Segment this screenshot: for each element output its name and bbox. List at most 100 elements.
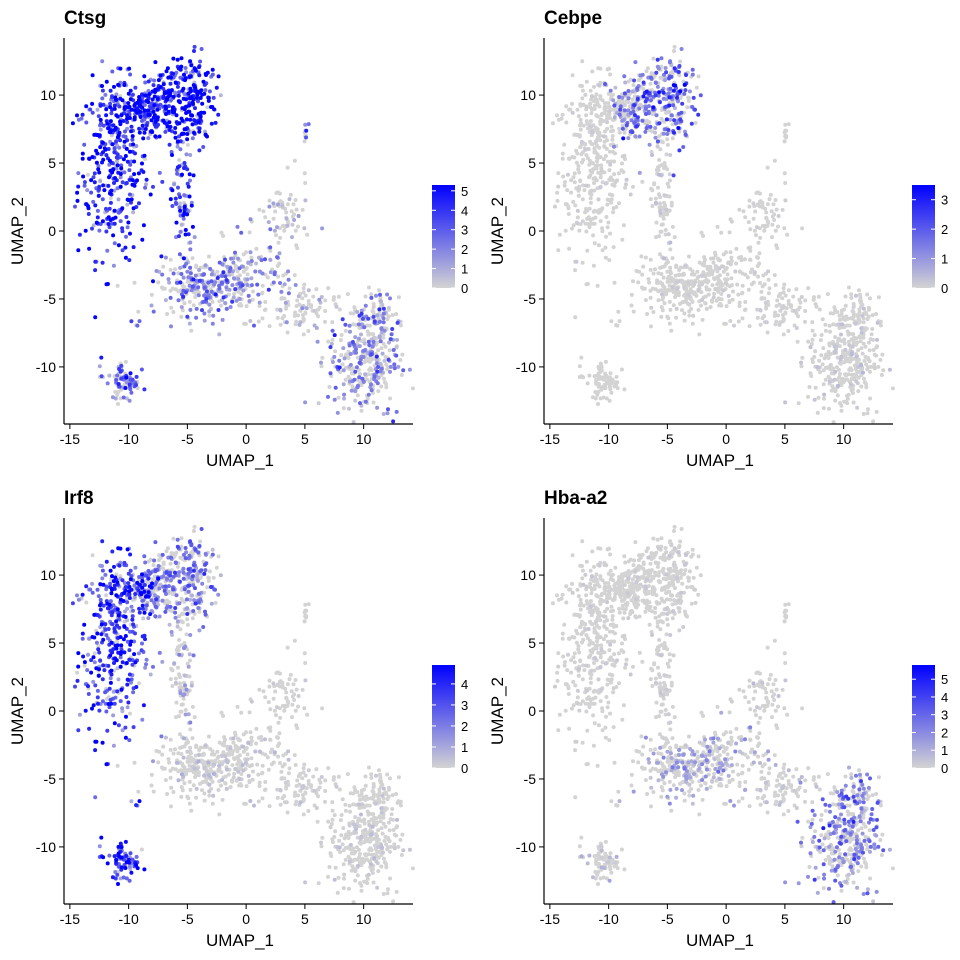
cell-point bbox=[602, 144, 607, 149]
cell-point bbox=[173, 676, 178, 681]
cell-point bbox=[124, 181, 129, 185]
cell-point bbox=[671, 83, 676, 88]
cell-point bbox=[803, 298, 808, 303]
cell-point bbox=[764, 320, 769, 325]
cell-point bbox=[267, 324, 272, 329]
cell-point bbox=[320, 355, 325, 360]
cell-point bbox=[705, 264, 710, 269]
cell-point bbox=[662, 286, 667, 291]
cell-point bbox=[595, 159, 599, 164]
cell-point bbox=[814, 304, 819, 309]
cell-point bbox=[248, 217, 253, 222]
cell-point bbox=[561, 174, 566, 179]
cell-point bbox=[343, 328, 348, 333]
cell-point bbox=[256, 319, 261, 324]
cell-point bbox=[721, 264, 726, 269]
cell-point bbox=[379, 366, 384, 371]
cell-point bbox=[640, 272, 645, 277]
cell-point bbox=[746, 246, 751, 250]
colorbar-tick-label: 1 bbox=[461, 262, 468, 277]
cell-point bbox=[632, 120, 637, 125]
cell-point bbox=[689, 279, 694, 284]
cell-point bbox=[731, 289, 735, 294]
cell-point bbox=[584, 153, 589, 158]
cell-point bbox=[850, 309, 855, 314]
cell-point bbox=[282, 794, 287, 798]
cell-point bbox=[130, 178, 135, 183]
cell-point bbox=[210, 72, 215, 77]
cell-point bbox=[595, 392, 600, 397]
cell-point bbox=[90, 553, 95, 558]
cell-point bbox=[643, 129, 648, 134]
cell-point bbox=[133, 101, 138, 106]
cell-point bbox=[378, 361, 383, 366]
cell-point bbox=[355, 355, 360, 360]
cell-point bbox=[207, 302, 212, 307]
cell-point bbox=[612, 144, 616, 149]
cell-point bbox=[626, 89, 631, 93]
cell-point bbox=[245, 283, 250, 287]
cell-point bbox=[662, 301, 667, 306]
cell-point bbox=[593, 150, 598, 155]
cell-point bbox=[203, 263, 208, 268]
cell-point bbox=[695, 269, 700, 274]
cell-point bbox=[189, 203, 194, 208]
cell-point bbox=[101, 157, 106, 162]
cell-point bbox=[328, 825, 333, 830]
cell-point bbox=[370, 309, 375, 314]
cell-point bbox=[334, 784, 339, 789]
cell-point bbox=[662, 161, 667, 165]
cell-point bbox=[337, 787, 342, 792]
cell-point bbox=[839, 408, 844, 413]
cell-point bbox=[378, 780, 383, 785]
cell-point bbox=[329, 341, 334, 346]
cell-point bbox=[626, 136, 631, 141]
cell-point bbox=[766, 277, 771, 282]
cell-point bbox=[765, 330, 770, 335]
cell-point bbox=[366, 332, 371, 337]
cell-point bbox=[286, 269, 291, 274]
cell-point bbox=[284, 210, 289, 215]
cell-point bbox=[95, 107, 100, 112]
cell-point bbox=[717, 273, 722, 278]
cell-point bbox=[581, 123, 586, 128]
cell-point bbox=[348, 362, 353, 367]
cell-point bbox=[105, 282, 110, 286]
cell-point bbox=[631, 184, 635, 189]
cell-point bbox=[154, 749, 159, 753]
cell-point bbox=[371, 819, 376, 824]
cell-point bbox=[183, 708, 188, 712]
cell-point bbox=[382, 328, 387, 333]
cell-point bbox=[201, 299, 206, 304]
cell-point bbox=[266, 287, 271, 292]
cell-point bbox=[241, 252, 246, 257]
cell-point bbox=[650, 153, 654, 157]
cell-point bbox=[177, 90, 181, 95]
cell-point bbox=[584, 229, 589, 234]
cell-point bbox=[386, 785, 391, 790]
cell-point bbox=[381, 412, 386, 416]
cell-point bbox=[832, 305, 837, 310]
cell-point bbox=[690, 321, 695, 326]
cell-point bbox=[304, 306, 309, 311]
cell-point bbox=[197, 129, 202, 134]
cell-point bbox=[342, 356, 347, 361]
cell-point bbox=[632, 103, 637, 108]
cell-point bbox=[828, 362, 833, 367]
cell-point bbox=[620, 154, 625, 159]
cell-point bbox=[710, 299, 715, 304]
cell-point bbox=[123, 359, 128, 364]
y-tick-label: -10 bbox=[36, 359, 56, 375]
cell-point bbox=[736, 292, 741, 297]
cell-point bbox=[555, 113, 559, 118]
cell-point bbox=[661, 275, 666, 280]
cell-point bbox=[357, 360, 362, 365]
cell-point bbox=[178, 195, 182, 200]
cell-point bbox=[881, 368, 886, 373]
cell-point bbox=[265, 755, 270, 760]
cell-point bbox=[303, 293, 308, 298]
cell-point bbox=[598, 133, 602, 138]
cell-point bbox=[371, 792, 376, 797]
cell-point bbox=[371, 812, 376, 817]
cell-point bbox=[198, 90, 202, 95]
